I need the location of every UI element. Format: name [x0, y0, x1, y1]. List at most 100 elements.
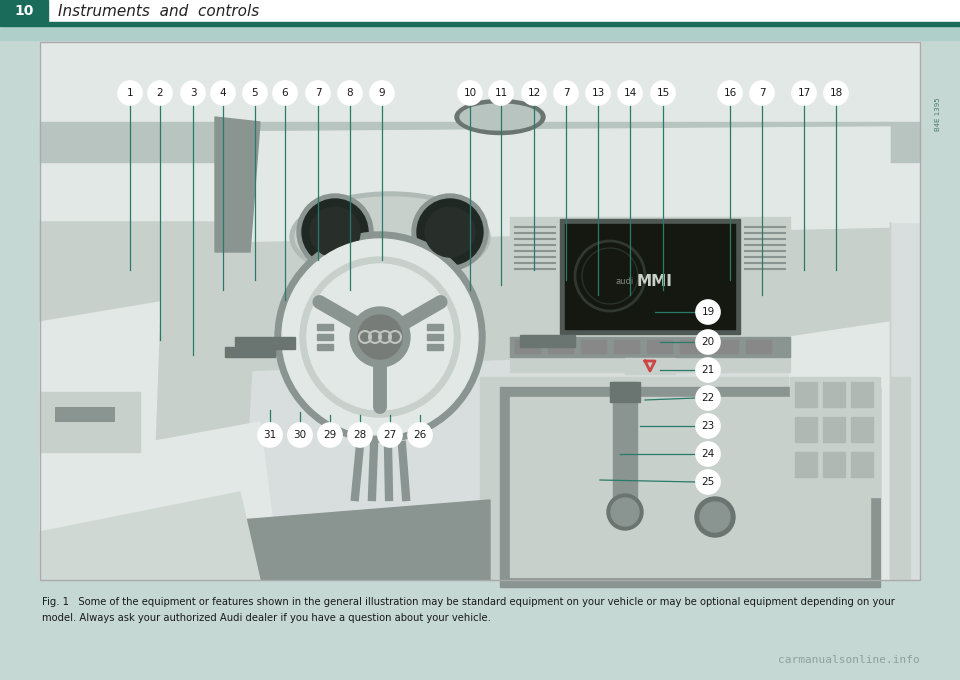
Text: 16: 16: [724, 88, 736, 98]
Circle shape: [258, 423, 282, 447]
Bar: [510, 337, 790, 357]
Text: 9: 9: [378, 88, 385, 98]
Bar: [40, 392, 140, 452]
Bar: [581, 340, 606, 353]
Circle shape: [408, 423, 432, 447]
Circle shape: [211, 81, 235, 105]
Circle shape: [700, 502, 730, 532]
Bar: [40, 42, 920, 580]
Bar: [713, 340, 738, 353]
Bar: [225, 347, 275, 357]
Circle shape: [696, 358, 720, 382]
Bar: [235, 337, 295, 349]
Circle shape: [378, 423, 402, 447]
Bar: [790, 377, 880, 497]
Bar: [560, 219, 740, 334]
Text: 7: 7: [758, 88, 765, 98]
Text: 3: 3: [190, 88, 196, 98]
Bar: [427, 334, 443, 340]
Bar: [0, 0, 960, 22]
Polygon shape: [40, 302, 160, 580]
Text: 2: 2: [156, 88, 163, 98]
Circle shape: [522, 81, 546, 105]
Bar: [40, 42, 920, 222]
Bar: [851, 382, 873, 407]
Text: 23: 23: [702, 421, 714, 431]
Circle shape: [417, 199, 483, 265]
Circle shape: [300, 257, 460, 417]
Circle shape: [288, 423, 312, 447]
Bar: [40, 42, 920, 580]
Ellipse shape: [295, 197, 485, 277]
Circle shape: [586, 81, 610, 105]
Bar: [795, 382, 817, 407]
Circle shape: [358, 315, 402, 359]
Text: 14: 14: [623, 88, 636, 98]
Text: 1: 1: [127, 88, 133, 98]
Bar: [510, 397, 870, 577]
Bar: [317, 324, 333, 330]
Text: 8: 8: [347, 88, 353, 98]
Circle shape: [350, 307, 410, 367]
Circle shape: [412, 194, 488, 270]
Bar: [427, 344, 443, 350]
Circle shape: [425, 207, 475, 257]
Text: 28: 28: [353, 430, 367, 440]
Circle shape: [307, 264, 453, 410]
Text: 15: 15: [657, 88, 670, 98]
Bar: [823, 382, 845, 407]
Circle shape: [282, 239, 478, 435]
Bar: [647, 340, 672, 353]
Text: 30: 30: [294, 430, 306, 440]
Text: 19: 19: [702, 307, 714, 317]
Circle shape: [611, 498, 639, 526]
Polygon shape: [40, 222, 260, 580]
Text: 7: 7: [563, 88, 569, 98]
Text: carmanualsonline.info: carmanualsonline.info: [779, 655, 920, 665]
Text: audi: audi: [616, 277, 635, 286]
Circle shape: [696, 386, 720, 410]
Circle shape: [695, 497, 735, 537]
Text: 31: 31: [263, 430, 276, 440]
Polygon shape: [220, 222, 890, 372]
Text: 11: 11: [494, 88, 508, 98]
Circle shape: [338, 81, 362, 105]
Circle shape: [306, 81, 330, 105]
Circle shape: [370, 81, 394, 105]
Circle shape: [651, 81, 675, 105]
Text: 6: 6: [281, 88, 288, 98]
Circle shape: [148, 81, 172, 105]
Bar: [317, 334, 333, 340]
Circle shape: [718, 81, 742, 105]
Circle shape: [181, 81, 205, 105]
Ellipse shape: [455, 99, 545, 135]
Polygon shape: [40, 492, 260, 580]
Circle shape: [824, 81, 848, 105]
Ellipse shape: [290, 192, 490, 282]
Circle shape: [458, 81, 482, 105]
Bar: [500, 387, 880, 587]
Circle shape: [750, 81, 774, 105]
Bar: [40, 122, 920, 162]
Bar: [625, 358, 675, 374]
Bar: [0, 580, 960, 680]
Bar: [510, 217, 790, 372]
Bar: [515, 340, 540, 353]
Circle shape: [310, 207, 360, 257]
Bar: [520, 335, 575, 347]
Circle shape: [696, 442, 720, 466]
Bar: [795, 417, 817, 442]
Text: 12: 12: [527, 88, 540, 98]
Text: 21: 21: [702, 365, 714, 375]
Circle shape: [696, 414, 720, 438]
Bar: [0, 0, 48, 22]
Circle shape: [607, 494, 643, 530]
Text: 13: 13: [591, 88, 605, 98]
Circle shape: [302, 199, 368, 265]
Polygon shape: [40, 422, 280, 580]
Polygon shape: [215, 117, 260, 252]
Text: 20: 20: [702, 337, 714, 347]
Circle shape: [618, 81, 642, 105]
Text: B4E 1395: B4E 1395: [935, 97, 941, 131]
Text: 4: 4: [220, 88, 227, 98]
